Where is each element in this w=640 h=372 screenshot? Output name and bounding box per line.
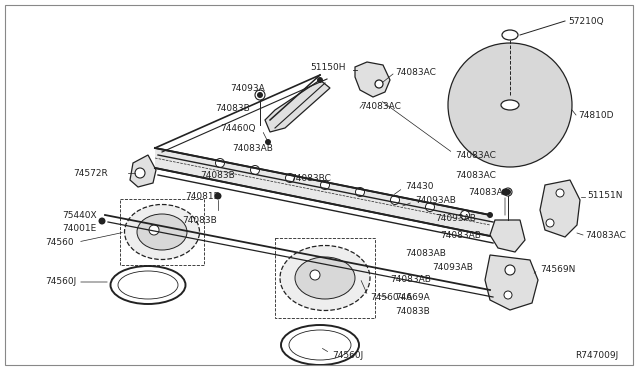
Circle shape — [99, 218, 106, 224]
Text: 74083AC: 74083AC — [585, 231, 626, 240]
Circle shape — [504, 188, 512, 196]
Bar — [275, 238, 375, 318]
Text: 74810D: 74810D — [578, 110, 614, 119]
Circle shape — [255, 90, 265, 100]
Circle shape — [257, 92, 263, 98]
Text: 74560J: 74560J — [45, 278, 76, 286]
Polygon shape — [490, 220, 525, 252]
Text: 51151N: 51151N — [587, 190, 623, 199]
Circle shape — [426, 202, 435, 212]
Text: 74560: 74560 — [45, 237, 74, 247]
Bar — [120, 199, 204, 265]
Circle shape — [487, 212, 493, 218]
Text: 74083AB: 74083AB — [390, 276, 431, 285]
Circle shape — [556, 189, 564, 197]
Text: 57210Q: 57210Q — [568, 16, 604, 26]
Text: 74093AB: 74093AB — [435, 214, 476, 222]
Ellipse shape — [501, 100, 519, 110]
Circle shape — [250, 166, 259, 174]
Text: 74083AC: 74083AC — [455, 151, 496, 160]
Circle shape — [149, 225, 159, 235]
Ellipse shape — [502, 30, 518, 40]
Text: 74093AB: 74093AB — [432, 263, 473, 273]
Text: 74093AB: 74093AB — [415, 196, 456, 205]
Text: 74083AB: 74083AB — [405, 248, 446, 257]
Text: 74083A: 74083A — [468, 187, 503, 196]
Ellipse shape — [137, 214, 187, 250]
Polygon shape — [355, 62, 390, 97]
Circle shape — [546, 219, 554, 227]
Text: 74083AC: 74083AC — [395, 67, 436, 77]
Circle shape — [265, 139, 271, 145]
Text: 74560J: 74560J — [332, 350, 364, 359]
Text: 74572R: 74572R — [73, 169, 108, 177]
Text: 51150H: 51150H — [310, 62, 346, 71]
Circle shape — [285, 173, 294, 183]
Text: 74430: 74430 — [405, 182, 433, 190]
Circle shape — [448, 43, 572, 167]
Polygon shape — [155, 148, 490, 236]
Text: 74569N: 74569N — [540, 266, 575, 275]
Text: 74560+A: 74560+A — [370, 294, 412, 302]
Circle shape — [461, 211, 470, 219]
Polygon shape — [540, 180, 580, 237]
Circle shape — [321, 180, 330, 189]
Circle shape — [310, 270, 320, 280]
Text: 74083B: 74083B — [395, 308, 429, 317]
Text: 74669A: 74669A — [395, 294, 429, 302]
Text: 75440X: 75440X — [62, 211, 97, 219]
Ellipse shape — [295, 257, 355, 299]
Text: 74083BC: 74083BC — [290, 173, 331, 183]
Circle shape — [216, 158, 225, 167]
Ellipse shape — [125, 205, 200, 260]
Text: 74460Q: 74460Q — [220, 124, 255, 132]
Polygon shape — [485, 255, 538, 310]
Text: 74083AB: 74083AB — [232, 144, 273, 153]
Text: 74081E: 74081E — [185, 192, 220, 201]
Text: 74083B: 74083B — [200, 170, 235, 180]
Polygon shape — [130, 155, 156, 187]
Circle shape — [355, 187, 365, 196]
Circle shape — [505, 189, 511, 195]
Circle shape — [317, 77, 323, 83]
Text: 74083AC: 74083AC — [455, 170, 496, 180]
Text: 74083B: 74083B — [182, 215, 217, 224]
Circle shape — [505, 265, 515, 275]
Text: 74001E: 74001E — [62, 224, 96, 232]
Ellipse shape — [280, 246, 370, 311]
Text: 74083AB: 74083AB — [440, 231, 481, 240]
Polygon shape — [265, 80, 330, 132]
Circle shape — [135, 168, 145, 178]
Circle shape — [375, 80, 383, 88]
Circle shape — [214, 192, 221, 199]
Text: 74083AC: 74083AC — [360, 102, 401, 110]
Circle shape — [390, 196, 399, 205]
Text: R747009J: R747009J — [575, 351, 618, 360]
Circle shape — [502, 189, 509, 196]
Circle shape — [504, 291, 512, 299]
Text: 74083B: 74083B — [215, 103, 250, 112]
Text: 74093A: 74093A — [230, 83, 265, 93]
